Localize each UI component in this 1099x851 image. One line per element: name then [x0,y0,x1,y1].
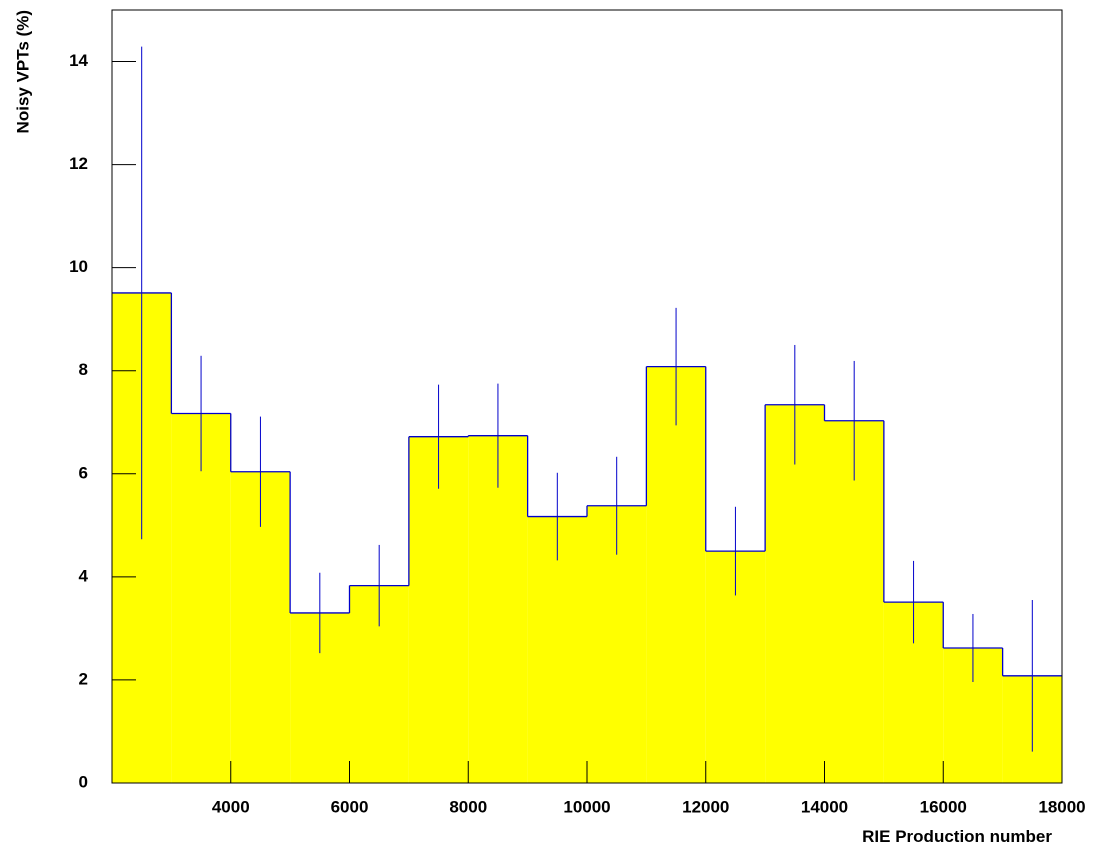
y-tick-label: 14 [69,51,88,70]
x-tick-label: 18000 [1038,797,1085,816]
bar [171,413,231,783]
x-tick-label: 10000 [563,797,610,816]
bar [824,420,884,783]
bar [765,404,825,783]
y-tick-label: 0 [79,772,88,791]
bar [468,435,528,783]
y-tick-label: 6 [79,463,88,482]
y-tick-label: 10 [69,257,88,276]
x-tick-label: 8000 [449,797,487,816]
x-tick-label: 16000 [920,797,967,816]
bar [408,436,469,783]
x-tick-label: 4000 [212,797,250,816]
x-axis-label: RIE Production number [862,827,1052,846]
x-tick-label: 12000 [682,797,729,816]
y-tick-label: 12 [69,154,88,173]
bar [646,366,706,783]
bar [527,516,587,783]
y-tick-label: 8 [79,360,88,379]
y-tick-label: 2 [79,669,88,688]
x-tick-label: 14000 [801,797,848,816]
x-tick-label: 6000 [331,797,369,816]
y-tick-label: 4 [79,566,89,585]
y-axis-label: Noisy VPTs (%) [13,10,32,133]
